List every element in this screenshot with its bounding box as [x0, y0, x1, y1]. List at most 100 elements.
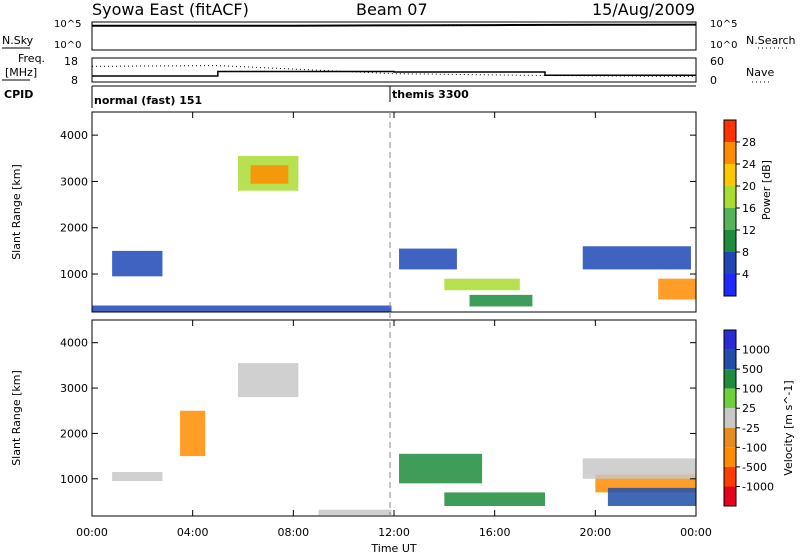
power-cbar-swatch-1 [724, 252, 736, 274]
velocity-cbar-swatch-5 [724, 427, 736, 448]
ytick-label-3: 4000 [60, 337, 88, 350]
power-cbar-swatch-7 [724, 120, 736, 142]
velocity-cbar-tick-label-7: -1000 [742, 480, 774, 493]
ytick-label-3: 4000 [60, 129, 88, 142]
velocity-cbar-swatch-4 [724, 408, 736, 428]
power-cbar-tick-label-5: 24 [742, 158, 756, 171]
power-cbar-swatch-0 [724, 274, 736, 296]
power-axis-ticks: 1000 2000 3000 4000 [60, 129, 696, 281]
freq-series [91, 65, 697, 78]
freq-series-line [92, 70, 696, 77]
heatmap-region-8 [607, 487, 696, 507]
nsky-series-line-1 [92, 24, 696, 27]
ytick-label-0: 1000 [60, 268, 88, 281]
velocity-cbar-tick-label-5: -100 [742, 441, 767, 454]
velocity-cbar-frame [723, 329, 737, 507]
ytick-label-2: 3000 [60, 382, 88, 395]
time-axis-ticks: 00:00 04:00 08:00 12:00 16:00 20:00 00:00 [76, 112, 712, 539]
power-cbar-tick-label-6: 28 [742, 136, 756, 149]
power-colorbar: 4 8 12 16 20 24 28 [723, 119, 756, 297]
xtick-label-0: 00:00 [76, 526, 108, 539]
power-cbar-tick-label-1: 8 [742, 246, 749, 259]
velocity-cbar-tick-label-3: 25 [742, 402, 756, 415]
ytick-label-1: 2000 [60, 222, 88, 235]
heatmap-region-5 [444, 278, 520, 291]
heatmap-region-4 [399, 453, 483, 484]
power-panel-frame [91, 111, 697, 313]
velocity-ylabel: Slant Range [km] [10, 370, 23, 466]
nsearch-label: N.Search [746, 34, 796, 47]
xaxis-label: Time UT [370, 542, 416, 554]
heatmap-region-3 [318, 509, 392, 516]
nsky-series [92, 23, 697, 27]
xtick-label-2: 08:00 [277, 526, 309, 539]
nave-label: Nave [746, 66, 774, 79]
ytick-label-0: 1000 [60, 473, 88, 486]
velocity-cbar-tick-label-4: -25 [742, 422, 760, 435]
date-label: 15/Aug/2009 [592, 0, 695, 19]
nsearch-tick-top-right: 10^5 [710, 19, 737, 30]
velocity-cbar-swatch-0 [724, 330, 736, 350]
nsky-tick-top-left: 10^5 [54, 19, 81, 30]
power-colorbar-label: Power [dB] [760, 160, 773, 220]
nsky-label: N.Sky [2, 34, 34, 47]
power-heatmap [92, 155, 696, 312]
cpid-segment-1: normal (fast) 151 [94, 94, 202, 107]
freq-tick-8: 8 [71, 74, 78, 87]
velocity-heatmap [112, 363, 696, 516]
power-cbar-tick-label-3: 16 [742, 202, 756, 215]
velocity-cbar-swatch-7 [724, 466, 736, 487]
power-cbar-swatch-3 [724, 208, 736, 230]
heatmap-region-1 [112, 250, 163, 277]
velocity-cbar-swatch-2 [724, 369, 736, 389]
velocity-colorbar: 1000 500 100 25 -25 -100 -500 -1000 [723, 329, 774, 507]
heatmap-region-8 [658, 278, 696, 300]
cpid-segment-2: themis 3300 [392, 88, 469, 101]
velocity-axis-ticks: 1000 2000 3000 4000 [60, 337, 696, 486]
cpid-label: CPID [4, 88, 33, 101]
nsky-tick-bottom-left: 10^0 [54, 40, 81, 51]
xtick-label-1: 04:00 [177, 526, 209, 539]
heatmap-region-2 [180, 410, 206, 457]
xtick-label-5: 20:00 [579, 526, 611, 539]
plot-title: Syowa East (fitACF) [92, 0, 249, 19]
velocity-cbar-swatch-1 [724, 349, 736, 370]
velocity-cbar-tick-label-2: 100 [742, 383, 763, 396]
heatmap-region-0 [92, 305, 392, 312]
freq-tick-18: 18 [64, 55, 78, 68]
heatmap-region-0 [112, 471, 163, 482]
heatmap-region-7 [582, 458, 696, 479]
ytick-label-2: 3000 [60, 175, 88, 188]
nave-tick-60: 60 [710, 55, 724, 68]
power-cbar-tick-label-4: 20 [742, 180, 756, 193]
ytick-label-1: 2000 [60, 427, 88, 440]
velocity-cbar-swatch-6 [724, 447, 736, 467]
nsearch-tick-bottom-right: 10^0 [710, 40, 737, 51]
nsky-series-line-0 [92, 23, 697, 27]
velocity-cbar-tick-label-6: -500 [742, 461, 767, 474]
beam-label: Beam 07 [356, 0, 428, 19]
power-cbar-tick-label-0: 4 [742, 268, 749, 281]
power-cbar-swatch-2 [724, 230, 736, 252]
power-ylabel: Slant Range [km] [10, 164, 23, 260]
heatmap-region-3 [250, 165, 289, 184]
xtick-label-6: 00:00 [680, 526, 712, 539]
power-cbar-tick-label-2: 12 [742, 224, 756, 237]
velocity-cbar-swatch-3 [724, 388, 736, 409]
heatmap-region-6 [469, 294, 533, 307]
xtick-label-4: 16:00 [479, 526, 511, 539]
heatmap-region-5 [444, 492, 545, 507]
nave-tick-0: 0 [710, 74, 717, 87]
power-cbar-swatch-5 [724, 164, 736, 186]
nsky-panel-frame [91, 21, 697, 51]
velocity-cbar-tick-label-1: 500 [742, 363, 763, 376]
heatmap-region-4 [399, 248, 457, 270]
heatmap-region-7 [582, 246, 691, 270]
xtick-label-3: 12:00 [378, 526, 410, 539]
velocity-cbar-tick-label-0: 1000 [742, 344, 770, 357]
freq-label-2: [MHz] [5, 66, 37, 79]
freq-panel-frame [91, 57, 697, 83]
velocity-cbar-swatch-8 [724, 486, 736, 506]
freq-label-1: Freq. [18, 52, 45, 65]
